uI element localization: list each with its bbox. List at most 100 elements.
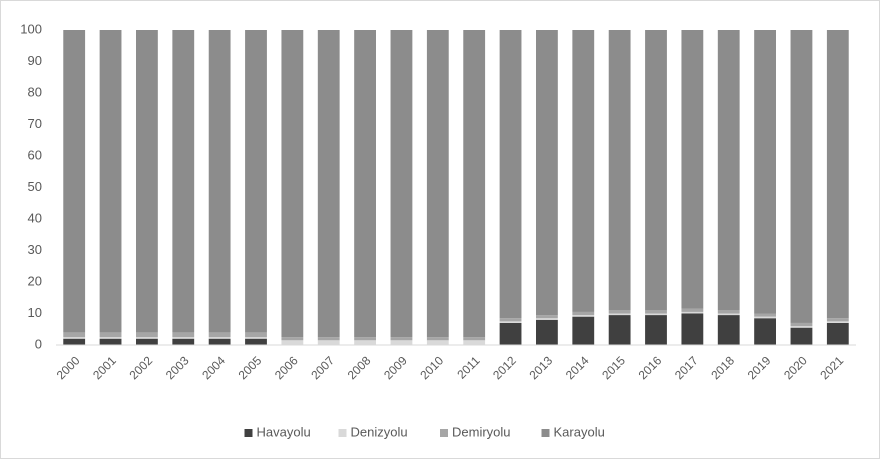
bar-segment [281,337,304,341]
bar-segment [717,310,740,314]
bar-segment [717,315,740,345]
bar-segment [717,313,740,316]
bar-segment [245,30,267,333]
bar-segment [463,340,486,345]
bar-segment [608,310,631,314]
bar-segment [645,310,667,314]
bar-segment [136,337,158,339]
legend-swatch [338,429,347,437]
bar-segment [645,30,667,311]
bar-segment [208,30,231,333]
bar-segment [99,338,122,345]
bar-segment [572,30,595,312]
bar-segment [463,337,486,341]
bar-segment [499,321,522,323]
bar-segment [463,30,486,338]
y-tick-label: 80 [28,84,42,99]
y-tick-label: 90 [28,53,42,68]
bar-segment [136,338,158,345]
bar-segment [790,326,813,328]
bar-segment [790,327,813,345]
bar-segment [572,311,595,316]
bar-segment [136,30,158,333]
bar-segment [172,30,195,333]
bar-segment [790,322,813,327]
bar-segment [536,315,558,319]
bar-segment [99,332,122,338]
y-tick-label: 60 [28,147,42,162]
legend-swatch [440,429,448,437]
y-tick-label: 40 [28,210,42,225]
y-tick-label: 10 [28,305,42,320]
bar-segment [790,30,813,323]
bar-segment [681,308,704,312]
bar-segment [681,311,704,314]
bar-segment [572,315,595,317]
legend-swatch [244,429,253,437]
bar-segment [63,30,86,333]
bar-segment [536,318,558,320]
bar-segment [136,332,158,338]
y-tick-label: 70 [28,116,42,131]
bar-segment [608,30,631,311]
bar-segment [608,315,631,345]
bar-segment [681,30,704,309]
bar-segment [426,30,449,338]
bar-segment [354,30,376,338]
bar-segment [99,30,122,333]
bar-segment [754,30,776,314]
bar-segment [499,30,522,319]
bar-segment [499,318,522,322]
bar-segment [63,338,86,345]
bar-segment [426,337,449,341]
y-tick-label: 20 [28,273,42,288]
y-tick-label: 30 [28,242,42,257]
bar-segment [426,340,449,345]
bar-segment [717,30,740,311]
bar-segment [99,337,122,339]
legend-label: Karayolu [554,424,605,439]
legend-label: Denizyolu [351,424,408,439]
legend-swatch [541,429,550,437]
bar-segment [754,313,776,317]
bar-segment [317,340,340,345]
y-tick-label: 100 [20,21,42,36]
bar-segment [208,338,231,345]
bar-segment [245,332,267,338]
bar-segment [208,337,231,339]
bar-segment [172,338,195,345]
bar-segment [390,30,413,338]
bar-segment [63,332,86,338]
bar-segment [754,318,776,345]
bar-segment [208,332,231,338]
y-tick-label: 50 [28,179,42,194]
bar-segment [681,313,704,345]
bar-segment [245,338,267,345]
bar-segment [245,337,267,339]
y-tick-label: 0 [35,336,42,351]
bar-segment [172,332,195,338]
bar-segment [536,30,558,316]
bar-segment [572,316,595,345]
bar-segment [499,322,522,345]
bar-segment [63,337,86,339]
bar-segment [826,322,849,345]
legend-label: Havayolu [257,424,311,439]
bar-segment [826,30,849,319]
bar-segment [317,337,340,341]
bar-segment [390,340,413,345]
bar-segment [645,315,667,345]
bar-segment [354,340,376,345]
bar-segment [317,30,340,338]
bar-segment [281,30,304,338]
legend-label: Demiryolu [452,424,511,439]
bar-segment [608,313,631,316]
bar-segment [172,337,195,339]
bar-segment [754,316,776,319]
bar-segment [645,313,667,316]
bar-segment [826,321,849,323]
bar-segment [826,318,849,322]
bar-segment [536,319,558,345]
bar-segment [281,340,304,345]
